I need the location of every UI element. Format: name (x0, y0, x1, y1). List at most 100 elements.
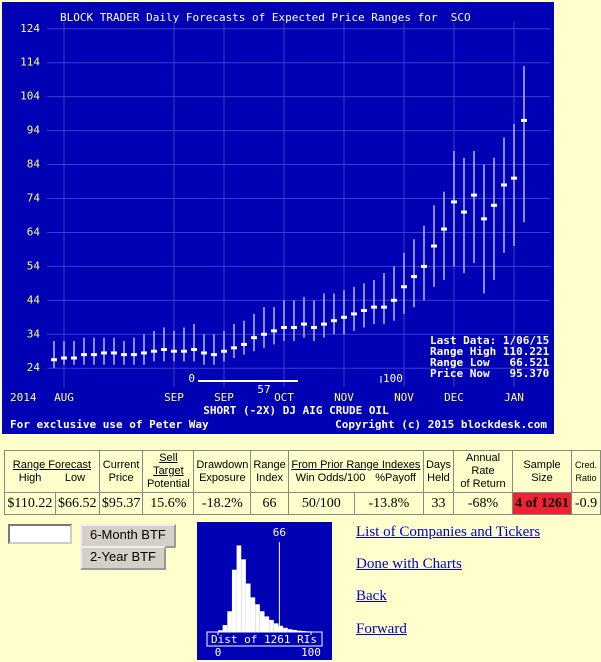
link[interactable]: Forward (356, 621, 407, 637)
header-cell: Days Held (422, 450, 455, 493)
x-tick-label: SEP (214, 391, 234, 404)
header-text: %Payoff (375, 471, 416, 484)
hist-bar (227, 611, 232, 632)
info-text: Range Low 66.521 (430, 356, 550, 369)
y-tick-label: 124 (20, 22, 40, 35)
footer-left: For exclusive use of Peter Way (10, 418, 209, 431)
y-tick-label: 44 (27, 293, 41, 306)
subtitle: SHORT (-2X) DJ AIG CRUDE OIL (203, 404, 389, 417)
hist-bar (273, 623, 279, 632)
header-text: Ratio (575, 472, 597, 483)
hist-bar (222, 625, 228, 632)
header-text: From Prior Range Indexes (291, 458, 421, 471)
header-row: Range Forecast High Low Current Price Sell … (4, 450, 601, 493)
x-tick-label: 100 (301, 646, 321, 659)
header-text: Exposure (199, 471, 246, 484)
header-text: Range Forecast (12, 458, 92, 471)
x-tick-label: NOV (334, 391, 354, 404)
index-max: 100 (383, 372, 403, 385)
header-cell: From Prior Range Indexes Win Odds/100 %Pay… (287, 450, 424, 493)
info-text: Range High 110.221 (430, 345, 550, 358)
footer-right: Copyright (c) 2015 blockdesk.com (335, 418, 547, 431)
hist-bar (269, 619, 274, 632)
header-cell: Sample Size (512, 450, 572, 493)
chart-title: BLOCK TRADER Daily Forecasts of Expected… (60, 11, 471, 24)
header-text: Cred. (574, 459, 597, 470)
value-cell: 50/100 (287, 492, 355, 515)
value-cell: $66.52 (54, 492, 100, 515)
value-cell: -18.2% (193, 492, 252, 515)
hist-bar (283, 627, 288, 632)
six-month-button[interactable]: 6-Month BTF (80, 524, 176, 548)
value-cell: $95.37 (98, 492, 144, 515)
link[interactable]: Back (356, 588, 387, 604)
header-cell: Range Forecast High Low (4, 450, 100, 493)
header-text: Index (256, 471, 283, 484)
header-text: Low (64, 471, 86, 484)
header-text: Price (108, 471, 134, 484)
index-min: 0 (188, 372, 195, 385)
header-text: Days (425, 458, 451, 471)
header-text: Sample Size (523, 458, 561, 484)
hist-bar (292, 629, 298, 632)
header-text: Sell Target (153, 452, 184, 477)
x-tick-label: DEC (444, 391, 464, 404)
value-cell: 4 of 1261 (512, 492, 572, 515)
header-cell: Annual Rate of Return (453, 450, 513, 493)
x-tick-label: JAN (504, 391, 524, 404)
x-tick-label: AUG (54, 391, 74, 404)
value-cell: -68% (453, 492, 513, 515)
y-tick-label: 54 (27, 259, 41, 272)
y-tick-label: 104 (20, 90, 40, 103)
value-cell: 33 (422, 492, 455, 515)
ticker-input[interactable] (8, 524, 72, 544)
x-tick-label: NOV (394, 391, 414, 404)
value-cell: $110.22 (4, 492, 56, 515)
marker-label: 66 (273, 526, 286, 539)
link[interactable]: List of Companies and Tickers (356, 524, 541, 540)
hist-bar (255, 604, 260, 632)
hist-bar (278, 625, 284, 632)
hist-bar (287, 629, 293, 632)
x-tick-label: 0 (215, 646, 222, 659)
header-text: Annual Rate (465, 452, 501, 477)
header-cell: Drawdown Exposure (193, 450, 252, 493)
hist-bar (236, 545, 242, 632)
hist-bar (301, 630, 307, 632)
hist-bar (250, 597, 256, 632)
y-tick-label: 64 (27, 225, 41, 238)
info-text: Price Now 95.370 (430, 367, 549, 380)
header-text: Held (427, 471, 450, 484)
hist-bar (231, 569, 237, 632)
value-cell: -0.9 (571, 492, 601, 515)
header-cell: Range Index (250, 450, 289, 493)
y-tick-label: 24 (27, 361, 41, 374)
two-year-button[interactable]: 2-Year BTF (80, 546, 166, 570)
value-row: $110.22 $66.52 $95.37 15.6% -18.2% 66 50/100 -1… (4, 492, 601, 515)
header-text: High (18, 471, 42, 484)
header-cell: Sell Target Potential (142, 450, 195, 493)
header-cell: Current Price (98, 450, 144, 493)
hist-bar (241, 559, 246, 632)
header-cell: Cred. Ratio (571, 450, 601, 493)
y-tick-label: 74 (27, 192, 41, 205)
link[interactable]: Done with Charts (356, 556, 462, 572)
header-text: Potential (146, 478, 190, 490)
hist-bar (259, 611, 265, 632)
header-text: Drawdown (196, 458, 249, 471)
y-tick-label: 84 (27, 158, 41, 171)
header-text: Range (253, 458, 286, 471)
hist-bar (297, 630, 302, 632)
hist-bar (218, 630, 223, 632)
value-cell: -13.8% (353, 492, 424, 515)
x-tick-label: SEP (164, 391, 184, 404)
index-current: 57 (257, 383, 270, 396)
hist-background (197, 522, 332, 660)
x-tick-label: OCT (274, 391, 294, 404)
hist-bar (245, 583, 251, 632)
price-range-chart: BLOCK TRADER Daily Forecasts of Expected… (2, 2, 554, 434)
axis-box (206, 631, 323, 647)
header-text: of Return (460, 478, 506, 490)
